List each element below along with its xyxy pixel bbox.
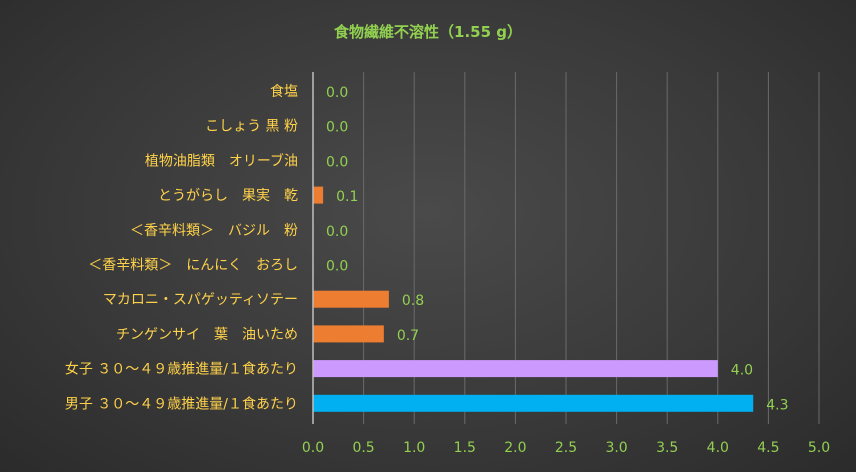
bar (313, 394, 754, 412)
category-label: マカロニ・スパゲッティソテー (103, 292, 298, 308)
category-label: チンゲンサイ 葉 油いため (116, 327, 298, 343)
category-label: 男子 ３０～４９歳推進量/１食あたり (65, 395, 298, 412)
data-label: 4.0 (731, 363, 753, 379)
x-tick-label: 2.0 (504, 440, 526, 456)
category-label: ＜香辛料類＞ バジル 粉 (130, 223, 298, 239)
x-tick-label: 4.0 (707, 440, 729, 456)
data-label: 0.1 (336, 189, 358, 205)
data-label: 4.3 (766, 397, 788, 413)
data-label: 0.8 (402, 293, 424, 309)
bar (313, 325, 384, 343)
chart-title: 食物繊維不溶性（1.55 g） (334, 23, 522, 41)
data-label: 0.7 (397, 328, 419, 344)
category-label: 食塩 (270, 83, 298, 100)
x-tick-label: 0.5 (352, 440, 374, 456)
bar (313, 186, 324, 204)
x-tick-label: 0.0 (302, 440, 324, 456)
category-label: こしょう 黒 粉 (205, 119, 298, 135)
x-tick-label: 1.0 (403, 440, 425, 456)
value-labels: 0.0 0.0 0.0 0.1 0.0 0.0 0.8 0.7 4.0 4.3 (326, 85, 788, 413)
data-label: 0.0 (326, 154, 348, 170)
gridlines (363, 72, 820, 424)
x-tick-label: 4.5 (757, 440, 779, 456)
x-tick-label: 5.0 (808, 440, 830, 456)
category-label: 女子 ３０～４９歳推進量/１食あたり (65, 361, 298, 378)
x-tick-label: 2.5 (555, 440, 577, 456)
bar (313, 290, 389, 308)
x-tick-label: 3.0 (605, 440, 627, 456)
data-label: 0.0 (326, 120, 348, 136)
category-label: とうがらし 果実 乾 (158, 188, 298, 204)
bar (313, 360, 718, 378)
x-tick-labels: 0.0 0.5 1.0 1.5 2.0 2.5 3.0 3.5 4.0 4.5 5.0 (302, 440, 830, 456)
bars (313, 186, 754, 412)
data-label: 0.0 (326, 85, 348, 101)
x-tick-label: 1.5 (454, 440, 476, 456)
category-label: 植物油脂類 オリーブ油 (145, 152, 298, 169)
data-label: 0.0 (326, 259, 348, 275)
data-label: 0.0 (326, 224, 348, 240)
x-tick-label: 3.5 (656, 440, 678, 456)
category-label: ＜香辛料類＞ にんにく おろし (88, 258, 298, 274)
